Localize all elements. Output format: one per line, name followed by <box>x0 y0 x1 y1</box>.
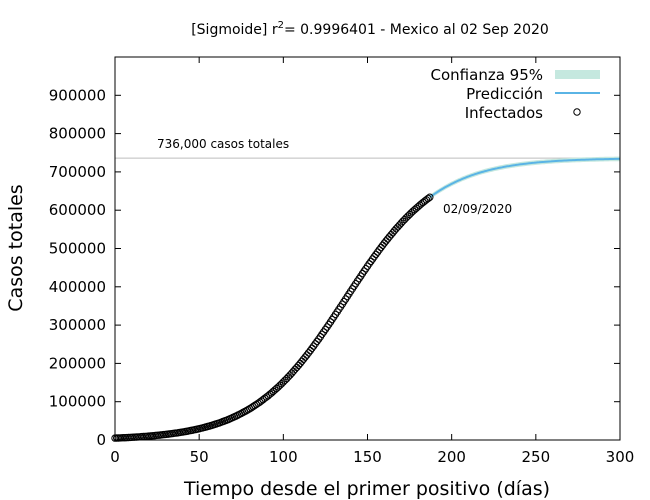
x-tick-label: 0 <box>110 448 120 466</box>
infected-point <box>426 193 434 201</box>
prediction-line-group <box>429 157 621 199</box>
chart-title-superscript: 2 <box>278 20 284 31</box>
y-tick-label: 0 <box>96 431 106 449</box>
legend-label-prediction: Predicción <box>466 85 543 103</box>
prediction-line <box>429 157 621 199</box>
y-axis-label: Casos totales <box>5 184 27 311</box>
chart-title-suffix: = 0.9996401 - Mexico al 02 Sep 2020 <box>284 22 549 38</box>
y-axis-ticks: 0 100000 200000 300000 400000 500000 600000 700… <box>49 86 620 449</box>
infected-point <box>424 194 432 203</box>
y-tick-label: 100000 <box>49 393 106 411</box>
y-tick-label: 900000 <box>49 86 106 104</box>
x-tick-label: 100 <box>269 448 298 466</box>
x-axis-ticks: 0 50 100 150 200 250 300 <box>110 57 634 466</box>
infected-point <box>293 363 301 372</box>
y-tick-label: 700000 <box>49 163 106 181</box>
y-tick-label: 500000 <box>49 240 106 258</box>
reference-line-label: 736,000 casos totales <box>157 137 289 151</box>
infected-points-group <box>111 193 434 442</box>
confidence-band <box>429 156 620 200</box>
x-axis-label: Tiempo desde el primer positivo (días) <box>183 478 550 500</box>
infected-point <box>294 361 303 370</box>
infected-point <box>390 227 399 235</box>
y-tick-label: 600000 <box>49 201 106 219</box>
y-tick-label: 200000 <box>49 354 106 372</box>
x-tick-label: 50 <box>190 448 209 466</box>
x-tick-label: 250 <box>522 448 551 466</box>
y-tick-label: 400000 <box>49 278 106 296</box>
y-tick-label: 800000 <box>49 125 106 143</box>
x-tick-label: 300 <box>606 448 635 466</box>
x-tick-label: 150 <box>353 448 382 466</box>
infected-point <box>313 337 321 346</box>
last-point-label: 02/09/2020 <box>443 202 512 216</box>
legend: Confianza 95% Predicción Infectados <box>431 66 600 122</box>
chart-title-prefix: [Sigmoide] r <box>191 22 278 38</box>
confidence-band-group <box>429 156 620 200</box>
legend-label-infected: Infectados <box>465 104 543 122</box>
infected-point <box>394 223 402 231</box>
plot-frame <box>114 56 621 441</box>
x-tick-label: 200 <box>437 448 466 466</box>
y-tick-label: 300000 <box>49 316 106 334</box>
chart-title: [Sigmoide] r2= 0.9996401 - Mexico al 02 … <box>191 20 549 38</box>
legend-swatch-confidence <box>555 70 600 79</box>
infected-point <box>309 342 318 350</box>
legend-swatch-infected <box>573 108 581 116</box>
legend-label-confidence: Confianza 95% <box>431 66 543 84</box>
